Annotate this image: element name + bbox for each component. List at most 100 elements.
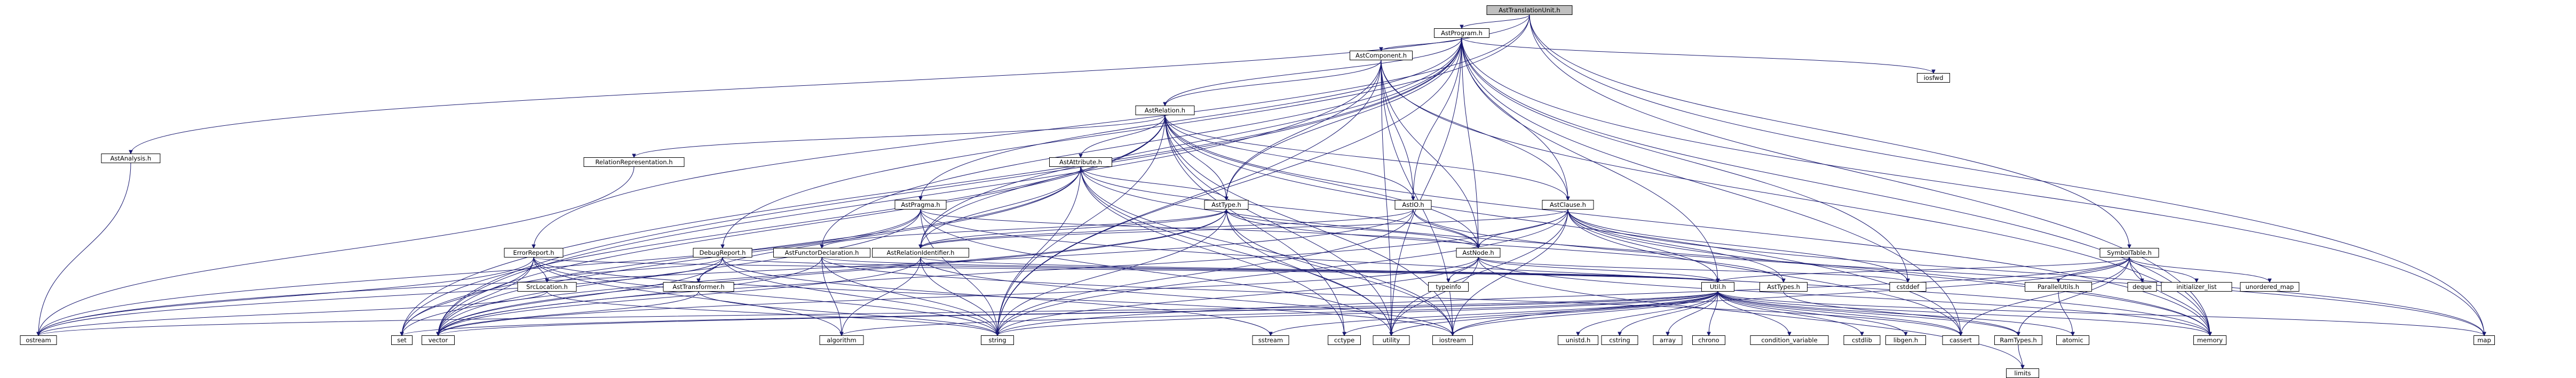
node-symboltable-h[interactable]: SymbolTable.h bbox=[2099, 248, 2159, 258]
node-ramtypes-h[interactable]: RamTypes.h bbox=[1994, 335, 2042, 345]
node-condition-variable[interactable]: condition_variable bbox=[1750, 335, 1829, 345]
node-util-h[interactable]: Util.h bbox=[1701, 282, 1734, 292]
node-utility[interactable]: utility bbox=[1373, 335, 1410, 345]
node-box bbox=[894, 200, 947, 210]
edge-astrelation-to-set bbox=[402, 115, 1166, 336]
node-string[interactable]: string bbox=[981, 335, 1014, 345]
node-deque[interactable]: deque bbox=[2127, 282, 2157, 292]
node-astio-h[interactable]: AstIO.h bbox=[1394, 200, 1432, 210]
edge-astcomponent-to-utility bbox=[1381, 60, 1391, 336]
node-asttransformer-h[interactable]: AstTransformer.h bbox=[663, 282, 734, 292]
edge-astrelation-to-relrep bbox=[634, 115, 1166, 158]
node-astprogram-h[interactable]: AstProgram.h bbox=[1434, 28, 1489, 38]
node-astrelation-h[interactable]: AstRelation.h bbox=[1135, 106, 1195, 115]
edge-astanalysis-to-ostream bbox=[38, 163, 131, 336]
node-label: cstring bbox=[1609, 336, 1630, 344]
node-label: AstClause.h bbox=[1550, 201, 1586, 208]
node-astcomponent-h[interactable]: AstComponent.h bbox=[1350, 51, 1413, 60]
node-asttype-h[interactable]: AstType.h bbox=[1204, 200, 1249, 210]
node-srclocation-h[interactable]: SrcLocation.h bbox=[517, 282, 577, 292]
node-limits[interactable]: limits bbox=[2006, 368, 2039, 378]
node-ostream[interactable]: ostream bbox=[20, 335, 57, 345]
edge-astrelation-to-astnode bbox=[1164, 115, 1478, 248]
node-unistd-h[interactable]: unistd.h bbox=[1558, 335, 1598, 345]
edge-astrelation-to-memory bbox=[1164, 115, 2210, 336]
node-atomic[interactable]: atomic bbox=[2056, 335, 2089, 345]
edge-astprogram-to-asttype bbox=[1226, 37, 1462, 200]
node-label: AstAnalysis.h bbox=[110, 155, 152, 162]
edge-root-to-debugreport bbox=[723, 14, 1530, 248]
edge-util-to-cstring bbox=[1620, 291, 1718, 336]
node-astanalysis-h[interactable]: AstAnalysis.h bbox=[101, 154, 161, 163]
edge-astattribute-to-astnode bbox=[1080, 166, 1478, 248]
node-box bbox=[663, 282, 734, 292]
edge-root-to-memory bbox=[1529, 14, 2210, 336]
edge-debugreport-to-ostream bbox=[38, 257, 723, 336]
edge-util-to-atomic bbox=[1717, 291, 2073, 336]
node-asttypes-h[interactable]: AstTypes.h bbox=[1759, 282, 1808, 292]
node-typeinfo[interactable]: typeinfo bbox=[1428, 282, 1469, 292]
node-box bbox=[1885, 335, 1926, 345]
node-initializer-list[interactable]: initializer_list bbox=[2161, 282, 2232, 292]
edge-util-to-array bbox=[1668, 291, 1718, 336]
node-libgen-h[interactable]: libgen.h bbox=[1885, 335, 1926, 345]
node-astattribute-h[interactable]: AstAttribute.h bbox=[1049, 157, 1112, 167]
node-box bbox=[1135, 106, 1195, 115]
node-unordered-map[interactable]: unordered_map bbox=[2240, 282, 2300, 292]
node-vector[interactable]: vector bbox=[422, 335, 455, 345]
node-label: cctype bbox=[1334, 336, 1354, 344]
node-label: AstTransformer.h bbox=[672, 283, 724, 291]
edge-astpragma-to-vector bbox=[438, 209, 921, 336]
node-map[interactable]: map bbox=[2474, 335, 2495, 345]
node-array[interactable]: array bbox=[1653, 335, 1683, 345]
node-astclause-h[interactable]: AstClause.h bbox=[1542, 200, 1594, 210]
node-cstdlib[interactable]: cstdlib bbox=[1843, 335, 1881, 345]
node-astpragma-h[interactable]: AstPragma.h bbox=[894, 200, 947, 210]
node-algorithm[interactable]: algorithm bbox=[819, 335, 864, 345]
edge-astpragma-to-string bbox=[920, 209, 997, 336]
node-astrelationidentifier-h[interactable]: AstRelationIdentifier.h bbox=[872, 248, 969, 258]
edge-astattribute-to-vector bbox=[438, 166, 1081, 336]
edge-astpragma-to-asttransformer bbox=[699, 209, 921, 283]
node-astnode-h[interactable]: AstNode.h bbox=[1456, 248, 1501, 258]
node-box bbox=[101, 154, 161, 163]
node-asttranslationunit-h[interactable]: AstTranslationUnit.h bbox=[1486, 5, 1573, 15]
edge-util-to-algorithm bbox=[842, 291, 1718, 336]
node-parallelutils-h[interactable]: ParallelUtils.h bbox=[2025, 282, 2092, 292]
node-label: unistd.h bbox=[1566, 336, 1591, 344]
edge-util-to-cctype bbox=[1344, 291, 1718, 336]
node-set[interactable]: set bbox=[391, 335, 413, 345]
node-box bbox=[1432, 335, 1473, 345]
node-box bbox=[20, 335, 57, 345]
edge-ramtypes-to-limits bbox=[2018, 344, 2023, 369]
edge-astrelid-to-util bbox=[920, 257, 1718, 283]
node-astfunctordeclaration-h[interactable]: AstFunctorDeclaration.h bbox=[773, 248, 870, 258]
node-errorreport-h[interactable]: ErrorReport.h bbox=[504, 248, 564, 258]
edge-astclause-to-map bbox=[1567, 209, 2484, 336]
node-iosfwd[interactable]: iosfwd bbox=[1917, 73, 1950, 83]
edge-util-to-sstream bbox=[1271, 291, 1718, 336]
edge-astfunctor-to-cassert bbox=[821, 257, 1961, 336]
node-label: chrono bbox=[1698, 336, 1719, 344]
node-cstring[interactable]: cstring bbox=[1601, 335, 1638, 345]
node-debugreport-h[interactable]: DebugReport.h bbox=[693, 248, 752, 258]
node-label: string bbox=[988, 336, 1006, 344]
edge-util-to-cassert bbox=[1717, 291, 1961, 336]
node-sstream[interactable]: sstream bbox=[1252, 335, 1289, 345]
node-box bbox=[1204, 200, 1249, 210]
node-iostream[interactable]: iostream bbox=[1432, 335, 1473, 345]
node-cctype[interactable]: cctype bbox=[1328, 335, 1361, 345]
node-cstddef[interactable]: cstddef bbox=[1889, 282, 1927, 292]
edge-symboltable-to-parallelutils bbox=[2058, 257, 2130, 283]
node-chrono[interactable]: chrono bbox=[1692, 335, 1725, 345]
node-box bbox=[1049, 157, 1112, 167]
edge-astprogram-to-utility bbox=[1391, 37, 1462, 336]
edge-util-to-unistd bbox=[1578, 291, 1718, 336]
node-cassert[interactable]: cassert bbox=[1942, 335, 1979, 345]
edge-util-to-condvar bbox=[1717, 291, 1789, 336]
node-memory[interactable]: memory bbox=[2193, 335, 2226, 345]
edge-astclause-to-memory bbox=[1567, 209, 2210, 336]
edge-astprogram-to-vector bbox=[438, 37, 1462, 336]
node-relationrepresentation-h[interactable]: RelationRepresentation.h bbox=[583, 157, 685, 167]
edge-astprogram-to-string bbox=[997, 37, 1462, 336]
